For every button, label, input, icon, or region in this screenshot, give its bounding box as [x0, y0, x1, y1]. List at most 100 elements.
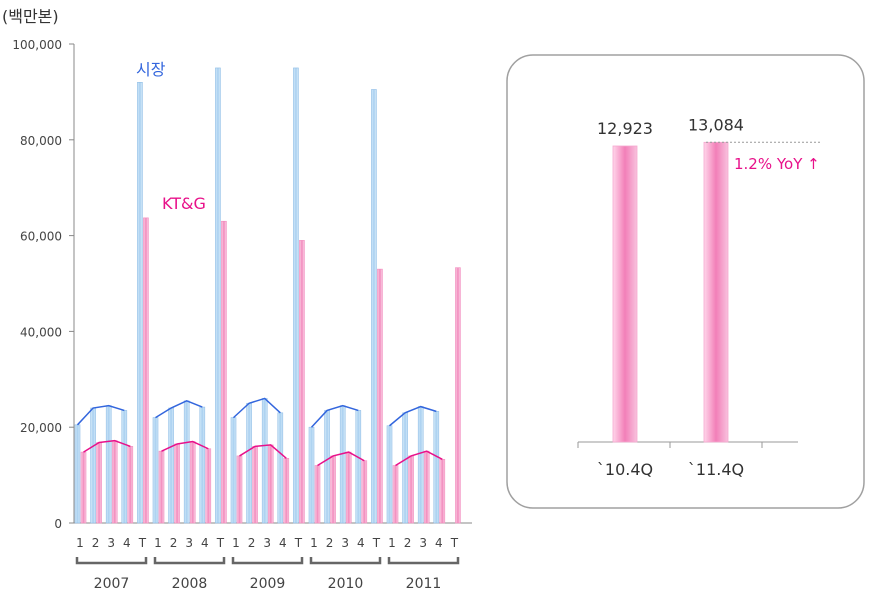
year-bracket — [231, 557, 304, 565]
trend-line-market-2008 — [155, 400, 203, 419]
year-label: 2010 — [328, 576, 364, 592]
trend-line-ktg-2010 — [317, 451, 365, 467]
bar-ktg-2007-3 — [111, 440, 118, 524]
x-tick-label: 3 — [263, 536, 271, 550]
x-tick-label: 4 — [201, 536, 209, 550]
year-bracket — [309, 557, 382, 565]
bar-market-2007-1 — [74, 424, 81, 524]
year-bracket — [75, 557, 148, 565]
x-tick-label: T — [138, 536, 147, 550]
bar-market-2011-4 — [433, 411, 440, 524]
left-chart-trend-lines — [76, 397, 443, 467]
bar-ktg-2008-2 — [174, 443, 180, 524]
x-tick-label: 2 — [248, 536, 256, 550]
panel-bars: 12,923 `10.4Q 13,084 `11.4Q — [577, 115, 763, 479]
bar-ktg-2010-1 — [314, 465, 321, 524]
bar-ktg-2008-4 — [205, 448, 212, 524]
x-tick-label: 3 — [419, 536, 427, 550]
bar-market-2009-2 — [246, 402, 252, 524]
bar-ktg-2007-2 — [96, 442, 102, 524]
y-tick-label: 80,000 — [20, 134, 62, 148]
y-unit-label: (백만본) — [2, 7, 59, 26]
bar-ktg-2009-4 — [283, 458, 290, 524]
y-tick-label: 40,000 — [20, 325, 62, 339]
panel-value-label: 13,084 — [688, 115, 744, 134]
trend-line-ktg-2011 — [395, 450, 443, 467]
x-tick-label: 1 — [76, 536, 84, 550]
bar-ktg-2009-T — [299, 240, 305, 524]
bar-market-2010-1 — [308, 426, 315, 524]
bar-market-2007-3 — [105, 405, 112, 524]
bar-ktg-2011-4 — [439, 458, 446, 524]
x-tick-label: 2 — [404, 536, 412, 550]
x-tick-label: 1 — [232, 536, 240, 550]
bar-ktg-2008-T — [221, 220, 227, 524]
bar-ktg-2008-3 — [189, 441, 196, 524]
y-tick-labels: 0 20,000 40,000 60,000 80,000 100,000 — [12, 38, 74, 531]
y-tick-label: 20,000 — [20, 421, 62, 435]
x-tick-label: T — [216, 536, 225, 550]
trend-line-ktg-2009 — [239, 444, 287, 459]
left-chart-bars — [74, 67, 461, 524]
trend-line-market-2010 — [310, 404, 359, 428]
bar-ktg-2011-2 — [408, 455, 414, 524]
bar-market-2011-3 — [417, 406, 424, 524]
series-label-ktg: KT&G — [162, 194, 206, 213]
bar-ktg-2010-T — [377, 268, 383, 524]
x-tick-label: T — [294, 536, 303, 550]
panel-bar-0 — [612, 145, 638, 443]
panel-value-label: 12,923 — [597, 119, 653, 138]
bar-market-2008-1 — [152, 417, 159, 524]
y-tick-label: 60,000 — [20, 230, 62, 244]
y-tick-label: 0 — [54, 517, 62, 531]
x-tick-label: 2 — [92, 536, 100, 550]
bar-market-2008-T — [215, 67, 221, 524]
bar-ktg-2009-3 — [267, 444, 274, 524]
trend-line-market-2009 — [232, 397, 281, 419]
bar-ktg-2007-4 — [127, 446, 134, 524]
bar-market-2007-2 — [90, 407, 96, 524]
x-tick-label: 4 — [123, 536, 131, 550]
year-groups: 2007 2008 2009 2010 2011 — [75, 557, 460, 592]
trend-line-market-2011 — [389, 405, 437, 427]
trend-line-ktg-2007 — [83, 439, 131, 453]
x-tick-label: 1 — [154, 536, 162, 550]
bar-ktg-2011-3 — [423, 450, 430, 524]
bar-market-2011-1 — [386, 425, 393, 524]
bar-ktg-2008-1 — [158, 450, 165, 524]
bar-market-2009-1 — [230, 417, 237, 524]
bar-market-2010-2 — [324, 410, 330, 524]
x-tick-label: 4 — [435, 536, 443, 550]
bar-ktg-2007-T — [143, 217, 149, 524]
x-tick-label: 4 — [279, 536, 287, 550]
bar-ktg-2010-4 — [361, 460, 368, 524]
bar-ktg-2010-3 — [345, 451, 352, 524]
bar-market-2010-3 — [339, 405, 346, 524]
bar-market-2009-4 — [277, 412, 284, 524]
panel-category-label: `10.4Q — [597, 460, 653, 479]
bar-market-2008-2 — [168, 407, 174, 524]
bar-market-2007-T — [137, 82, 143, 524]
bar-market-2011-2 — [402, 412, 408, 524]
bar-market-2009-T — [293, 67, 299, 524]
bar-ktg-2010-2 — [330, 455, 336, 524]
comparison-panel — [506, 54, 865, 509]
series-label-market: 시장 — [136, 60, 166, 79]
x-tick-label: 1 — [388, 536, 396, 550]
x-tick-label: T — [450, 536, 459, 550]
bar-ktg-2007-1 — [80, 451, 87, 524]
x-tick-label: 4 — [357, 536, 365, 550]
x-tick-label: 2 — [170, 536, 178, 550]
bar-market-2007-4 — [121, 410, 128, 524]
bar-market-2010-4 — [355, 410, 362, 524]
x-tick-label: 2 — [326, 536, 334, 550]
x-tick-label: 3 — [185, 536, 193, 550]
yoy-annotation: 1.2% YoY ↑ — [734, 155, 820, 173]
bar-market-2009-3 — [261, 398, 268, 524]
x-tick-label: 3 — [341, 536, 349, 550]
year-label: 2009 — [250, 576, 286, 592]
bar-market-2010-T — [371, 89, 377, 524]
x-tick-label: 1 — [310, 536, 318, 550]
year-label: 2011 — [406, 576, 442, 592]
